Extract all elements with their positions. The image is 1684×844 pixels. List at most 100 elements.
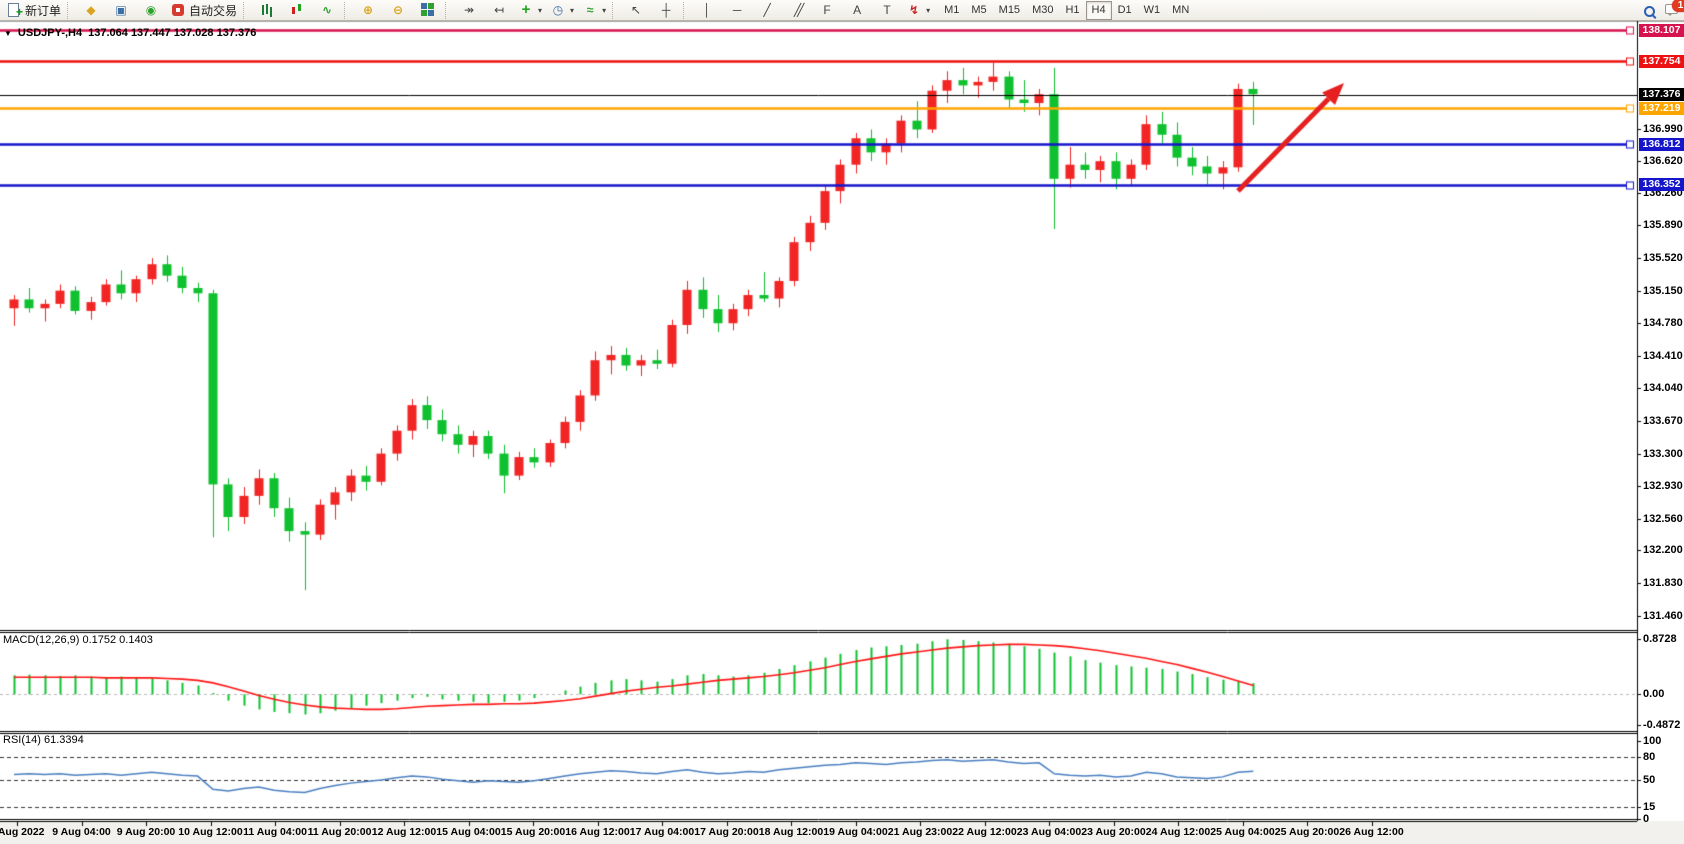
time-axis-label: 8 Aug 2022 bbox=[0, 826, 45, 838]
time-axis-label: 26 Aug 12:00 bbox=[1339, 826, 1404, 838]
time-axis-label: 19 Aug 04:00 bbox=[823, 826, 888, 838]
price-tick-label: 135.150 bbox=[1643, 284, 1683, 297]
price-tick-label: 134.410 bbox=[1643, 349, 1683, 362]
time-axis-label: 22 Aug 12:00 bbox=[952, 826, 1017, 838]
price-tick-label: 132.930 bbox=[1643, 480, 1683, 493]
zoom-out-button[interactable]: ⊖ bbox=[383, 0, 413, 21]
time-axis-label: 11 Aug 04:00 bbox=[243, 826, 307, 838]
arrows-icon: ↯ bbox=[909, 3, 920, 17]
text-label-button[interactable]: T bbox=[872, 0, 902, 21]
horizontal-line-button[interactable]: ─ bbox=[722, 0, 752, 21]
toolbar-separator bbox=[243, 1, 250, 19]
alerts-button[interactable]: ◆ bbox=[76, 0, 106, 21]
timeframe-button-d1[interactable]: D1 bbox=[1117, 4, 1132, 16]
notifications-button[interactable]: 1 bbox=[1664, 0, 1684, 22]
macd-tick-label: -0.4872 bbox=[1643, 719, 1681, 732]
notification-badge: 1 bbox=[1672, 0, 1684, 12]
chart-shift-button[interactable]: ↤ bbox=[484, 0, 514, 21]
timeframe-button-m15[interactable]: M15 bbox=[998, 4, 1021, 16]
time-axis-label: 17 Aug 04:00 bbox=[629, 826, 695, 838]
crosshair-icon: ┼ bbox=[661, 3, 671, 17]
zoom-in-button[interactable]: ⊕ bbox=[353, 0, 383, 21]
main-toolbar: 新订单◆▣◉自动交易∿⊕⊖↠↤+▾◷▾≈▾↖┼│─╱╱╱FAT↯▾M1M5M15… bbox=[0, 0, 1684, 21]
rsi-tick-label: 100 bbox=[1643, 735, 1662, 747]
time-axis-label: 24 Aug 12:00 bbox=[1145, 826, 1211, 838]
time-axis-label: 12 Aug 12:00 bbox=[371, 826, 437, 838]
text-label-icon: T bbox=[883, 3, 891, 17]
arrows-button[interactable]: ↯ ▾ bbox=[902, 0, 934, 21]
crosshair-button[interactable]: ┼ bbox=[651, 0, 681, 21]
channel-icon: ╱╱ bbox=[793, 3, 804, 17]
timeframe-button-w1[interactable]: W1 bbox=[1143, 4, 1161, 16]
tile-windows-button[interactable] bbox=[413, 0, 443, 21]
chart-window: ▼ USDJPY-,H4 137.064 137.447 137.028 137… bbox=[0, 21, 1684, 844]
signal-icon: ◉ bbox=[145, 3, 157, 17]
macd-tick-label: 0.8728 bbox=[1643, 633, 1677, 646]
time-axis-label: 15 Aug 04:00 bbox=[436, 826, 501, 838]
price-tick-label: 131.460 bbox=[1643, 609, 1683, 622]
rsi-tick-label: 15 bbox=[1643, 801, 1656, 814]
rsi-tick-label: 50 bbox=[1643, 774, 1656, 786]
bar-chart-icon bbox=[259, 2, 275, 18]
toolbar-separator bbox=[683, 1, 690, 19]
candlestick-button[interactable] bbox=[282, 0, 312, 21]
text-button[interactable]: A bbox=[842, 0, 872, 21]
price-tick-label: 133.300 bbox=[1643, 447, 1683, 460]
bar-chart-button[interactable] bbox=[252, 0, 282, 21]
price-tick-label: 136.990 bbox=[1643, 122, 1683, 135]
timeframe-button-h4[interactable]: H4 bbox=[1085, 0, 1112, 20]
price-tick-label: 133.670 bbox=[1643, 415, 1683, 427]
auto-scroll-button[interactable]: ↠ bbox=[454, 0, 484, 21]
autotrading-icon bbox=[170, 2, 186, 18]
time-axis-label: 9 Aug 20:00 bbox=[116, 826, 176, 838]
bid-price-label: 137.376 bbox=[1639, 88, 1684, 102]
vertical-line-button[interactable]: │ bbox=[692, 0, 722, 21]
timeframe-button-m1[interactable]: M1 bbox=[944, 4, 960, 16]
autotrading-button[interactable]: 自动交易 bbox=[166, 0, 241, 21]
price-tick-label: 135.520 bbox=[1643, 252, 1683, 265]
time-axis-label: 9 Aug 04:00 bbox=[52, 826, 111, 838]
trendline-button[interactable]: ╱ bbox=[752, 0, 782, 21]
cursor-icon: ↖ bbox=[631, 3, 642, 17]
indicators-button[interactable]: + ▾ bbox=[514, 0, 546, 21]
time-axis-label: 16 Aug 12:00 bbox=[565, 826, 630, 838]
line-chart-icon: ∿ bbox=[322, 3, 333, 17]
templates-button[interactable]: ≈ ▾ bbox=[578, 0, 610, 21]
price-tick-label: 132.200 bbox=[1643, 544, 1683, 557]
price-level-label: 137.754 bbox=[1639, 54, 1684, 68]
collapse-triangle-icon[interactable]: ▼ bbox=[4, 28, 12, 38]
terminal-button[interactable]: ▣ bbox=[106, 0, 136, 21]
line-chart-button[interactable]: ∿ bbox=[312, 0, 342, 21]
gold-diamond-icon: ◆ bbox=[86, 3, 96, 17]
dropdown-caret-icon: ▾ bbox=[538, 5, 543, 15]
rsi-tick-label: 80 bbox=[1643, 750, 1656, 763]
search-icon[interactable] bbox=[1642, 4, 1658, 20]
dropdown-caret-icon: ▾ bbox=[926, 5, 931, 15]
macd-indicator-label: MACD(12,26,9) 0.1752 0.1403 bbox=[3, 634, 153, 646]
horizontal-line-icon: ─ bbox=[732, 3, 742, 17]
timeframe-button-mn[interactable]: MN bbox=[1172, 4, 1190, 16]
price-tick-label: 134.780 bbox=[1643, 317, 1683, 330]
signal-button[interactable]: ◉ bbox=[136, 0, 166, 21]
time-axis-label: 15 Aug 20:00 bbox=[500, 826, 566, 838]
equidistant-channel-button[interactable]: ╱╱ bbox=[782, 0, 812, 21]
price-tick-label: 131.830 bbox=[1643, 577, 1683, 590]
time-axis-label: 23 Aug 20:00 bbox=[1081, 826, 1146, 838]
new-order-button[interactable]: 新订单 bbox=[2, 0, 65, 21]
dropdown-caret-icon: ▾ bbox=[570, 5, 575, 15]
toolbar-separator bbox=[612, 1, 619, 19]
chart-shift-icon: ↤ bbox=[494, 3, 505, 17]
time-axis-label: 17 Aug 20:00 bbox=[694, 826, 759, 838]
time-axis-label: 11 Aug 20:00 bbox=[307, 826, 372, 838]
time-axis-label: 25 Aug 04:00 bbox=[1210, 826, 1275, 838]
cursor-button[interactable]: ↖ bbox=[621, 0, 651, 21]
timeframe-button-h1[interactable]: H1 bbox=[1065, 4, 1080, 16]
time-axis-label: 25 Aug 20:00 bbox=[1274, 826, 1340, 838]
timeframe-button-m5[interactable]: M5 bbox=[971, 4, 987, 16]
price-chart-canvas[interactable] bbox=[0, 21, 1684, 844]
timeframe-button-m30[interactable]: M30 bbox=[1032, 4, 1054, 16]
auto-scroll-icon: ↠ bbox=[464, 3, 475, 17]
fibonacci-button[interactable]: F bbox=[812, 0, 842, 21]
periods-button[interactable]: ◷ ▾ bbox=[546, 0, 578, 21]
